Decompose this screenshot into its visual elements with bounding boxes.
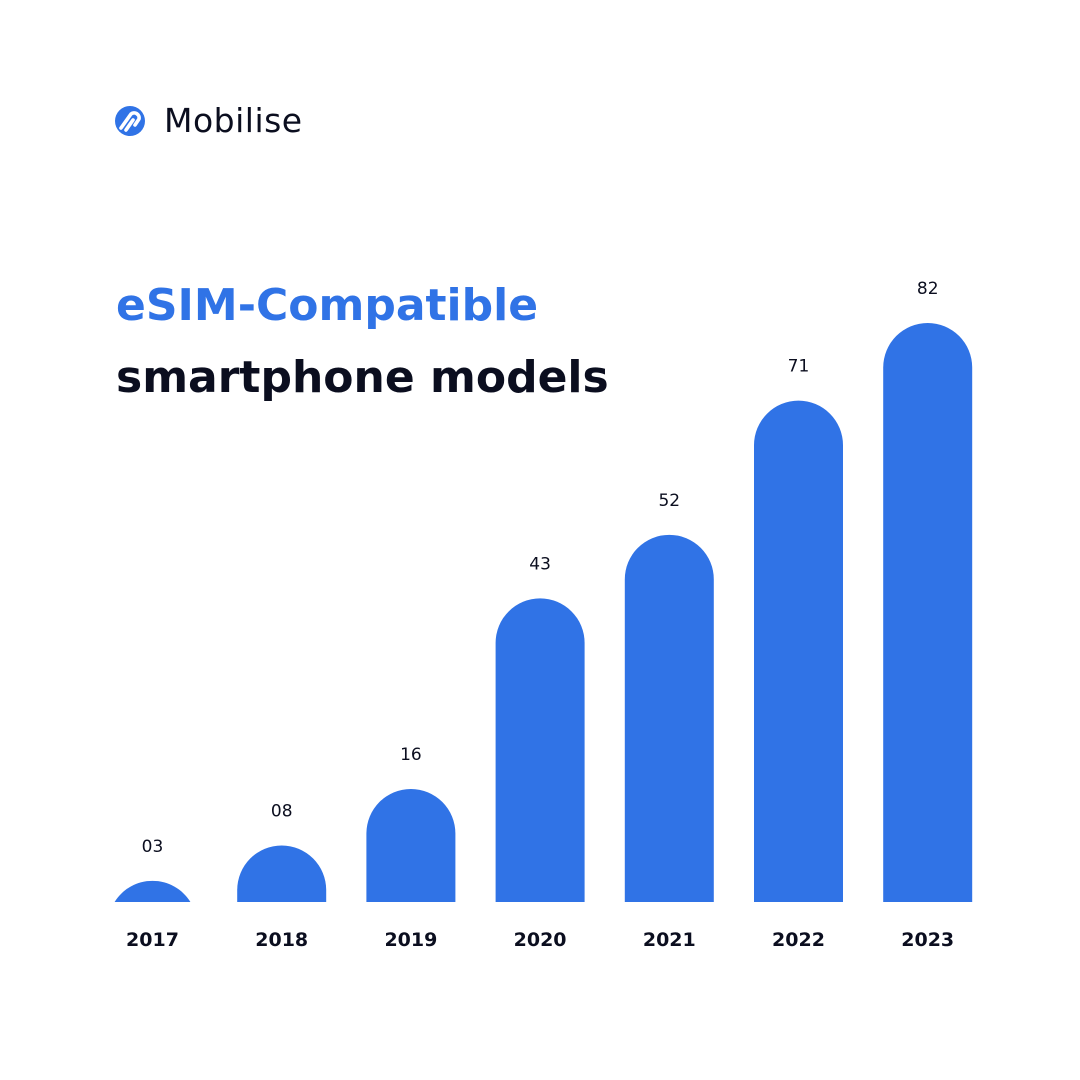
chart-title-main: smartphone models bbox=[116, 352, 609, 403]
bar-2020 bbox=[495, 598, 585, 902]
value-label-2021: 52 bbox=[658, 491, 680, 511]
category-label-2018: 2018 bbox=[255, 929, 308, 951]
value-label-2018: 08 bbox=[271, 802, 293, 822]
brand: Mobilise bbox=[114, 104, 303, 137]
value-label-2022: 71 bbox=[788, 357, 810, 377]
category-label-2019: 2019 bbox=[384, 929, 437, 951]
bar-2021 bbox=[624, 534, 714, 902]
value-label-2020: 43 bbox=[529, 554, 551, 574]
chart-title-accent: eSIM-Compatible bbox=[116, 280, 539, 331]
category-label-2023: 2023 bbox=[901, 929, 954, 951]
category-label-2021: 2021 bbox=[643, 929, 696, 951]
category-label-2017: 2017 bbox=[126, 929, 179, 951]
category-label-2020: 2020 bbox=[514, 929, 567, 951]
bar-2019 bbox=[366, 789, 456, 902]
bar-2022 bbox=[754, 400, 843, 902]
brand-name: Mobilise bbox=[164, 101, 303, 140]
bar-2023 bbox=[883, 323, 973, 902]
category-label-2022: 2022 bbox=[772, 929, 825, 951]
value-label-2017: 03 bbox=[142, 837, 164, 857]
bar-2017 bbox=[114, 880, 191, 902]
value-label-2019: 16 bbox=[400, 745, 422, 765]
bar-2018 bbox=[237, 845, 327, 902]
value-label-2023: 82 bbox=[917, 279, 939, 299]
mobilise-logo-icon bbox=[115, 105, 145, 136]
